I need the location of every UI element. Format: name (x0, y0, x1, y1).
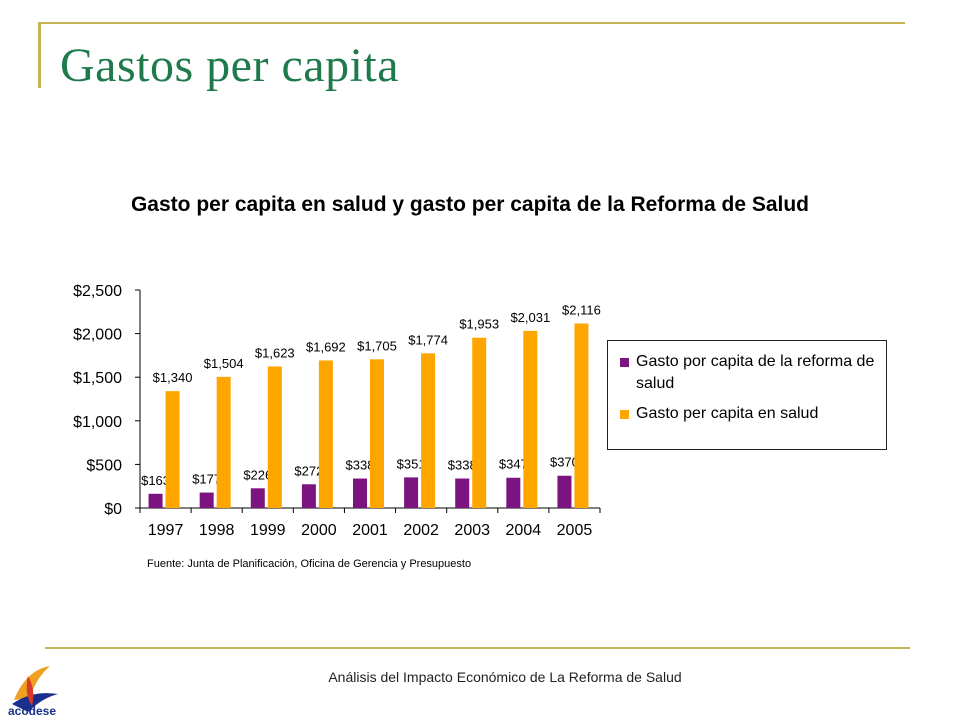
bar-total (267, 366, 282, 508)
data-label-reform: $163 (141, 473, 170, 488)
y-tick-label: $0 (104, 501, 122, 518)
x-tick-label: 2002 (403, 522, 439, 539)
legend-swatch-total (620, 410, 629, 419)
bar-reform (455, 478, 470, 508)
logo-text: acodese (8, 704, 57, 718)
bar-total (370, 359, 384, 508)
data-label-total: $1,953 (459, 317, 499, 332)
data-label-total: $1,774 (408, 332, 448, 347)
source-note: Fuente: Junta de Planificación, Oficina … (147, 558, 472, 570)
data-label-total: $2,116 (562, 302, 601, 317)
legend-label-total: Gasto per capita en salud (636, 405, 819, 422)
footer-text: Análisis del Impacto Económico de La Ref… (328, 669, 682, 685)
data-label-reform: $177 (192, 472, 221, 487)
bar-reform (353, 478, 367, 508)
data-label-reform: $351 (397, 456, 426, 471)
y-tick-label: $1,500 (73, 370, 122, 387)
left-rule (38, 22, 41, 88)
slide-title: Gastos per capita (60, 39, 400, 92)
data-label-reform: $226 (243, 467, 272, 482)
bar-total (523, 330, 538, 508)
data-label-total: $1,504 (204, 356, 244, 371)
bar-total (216, 376, 231, 508)
y-tick-label: $500 (86, 457, 122, 474)
x-tick-label: 2004 (506, 522, 542, 539)
top-rule (40, 22, 905, 24)
x-tick-label: 2001 (352, 522, 388, 539)
data-label-reform: $347 (499, 457, 528, 472)
bar-total (574, 323, 589, 508)
legend-label-reform: Gasto por capita de la reforma de salud (636, 353, 875, 392)
bar-reform (250, 488, 265, 508)
data-label-total: $1,340 (153, 370, 193, 385)
bar-total (472, 337, 487, 508)
x-tick-label: 1998 (199, 522, 235, 539)
x-tick-label: 2005 (557, 522, 593, 539)
acodese-logo-icon (12, 666, 58, 712)
y-tick-label: $2,000 (73, 327, 122, 344)
data-label-reform: $370 (550, 455, 579, 470)
data-label-total: $1,692 (306, 339, 346, 354)
data-label-total: $1,705 (357, 338, 397, 353)
x-tick-label: 1999 (250, 522, 286, 539)
bar-total (421, 353, 436, 508)
data-label-reform: $338 (448, 458, 477, 473)
bar-total (318, 360, 333, 508)
y-tick-label: $2,500 (73, 283, 122, 300)
bar-reform (506, 477, 521, 508)
chart-title: Gasto per capita en salud y gasto per ca… (130, 193, 810, 216)
bottom-rule (45, 647, 910, 649)
x-tick-label: 1997 (148, 522, 184, 539)
data-label-total: $2,031 (510, 310, 550, 325)
bar-reform (557, 475, 572, 508)
data-label-total: $1,623 (255, 345, 295, 360)
bar-reform (301, 484, 316, 508)
x-tick-label: 2000 (301, 522, 337, 539)
chart-legend: Gasto por capita de la reforma de salud … (607, 340, 887, 450)
data-label-reform: $272 (294, 463, 323, 478)
bar-reform (148, 493, 163, 508)
data-label-reform: $338 (346, 458, 375, 473)
y-tick-label: $1,000 (73, 414, 122, 431)
bar-reform (199, 492, 214, 508)
bar-total (165, 391, 180, 508)
bar-reform (404, 477, 419, 508)
x-tick-label: 2003 (454, 522, 490, 539)
legend-swatch-reform (620, 358, 629, 367)
